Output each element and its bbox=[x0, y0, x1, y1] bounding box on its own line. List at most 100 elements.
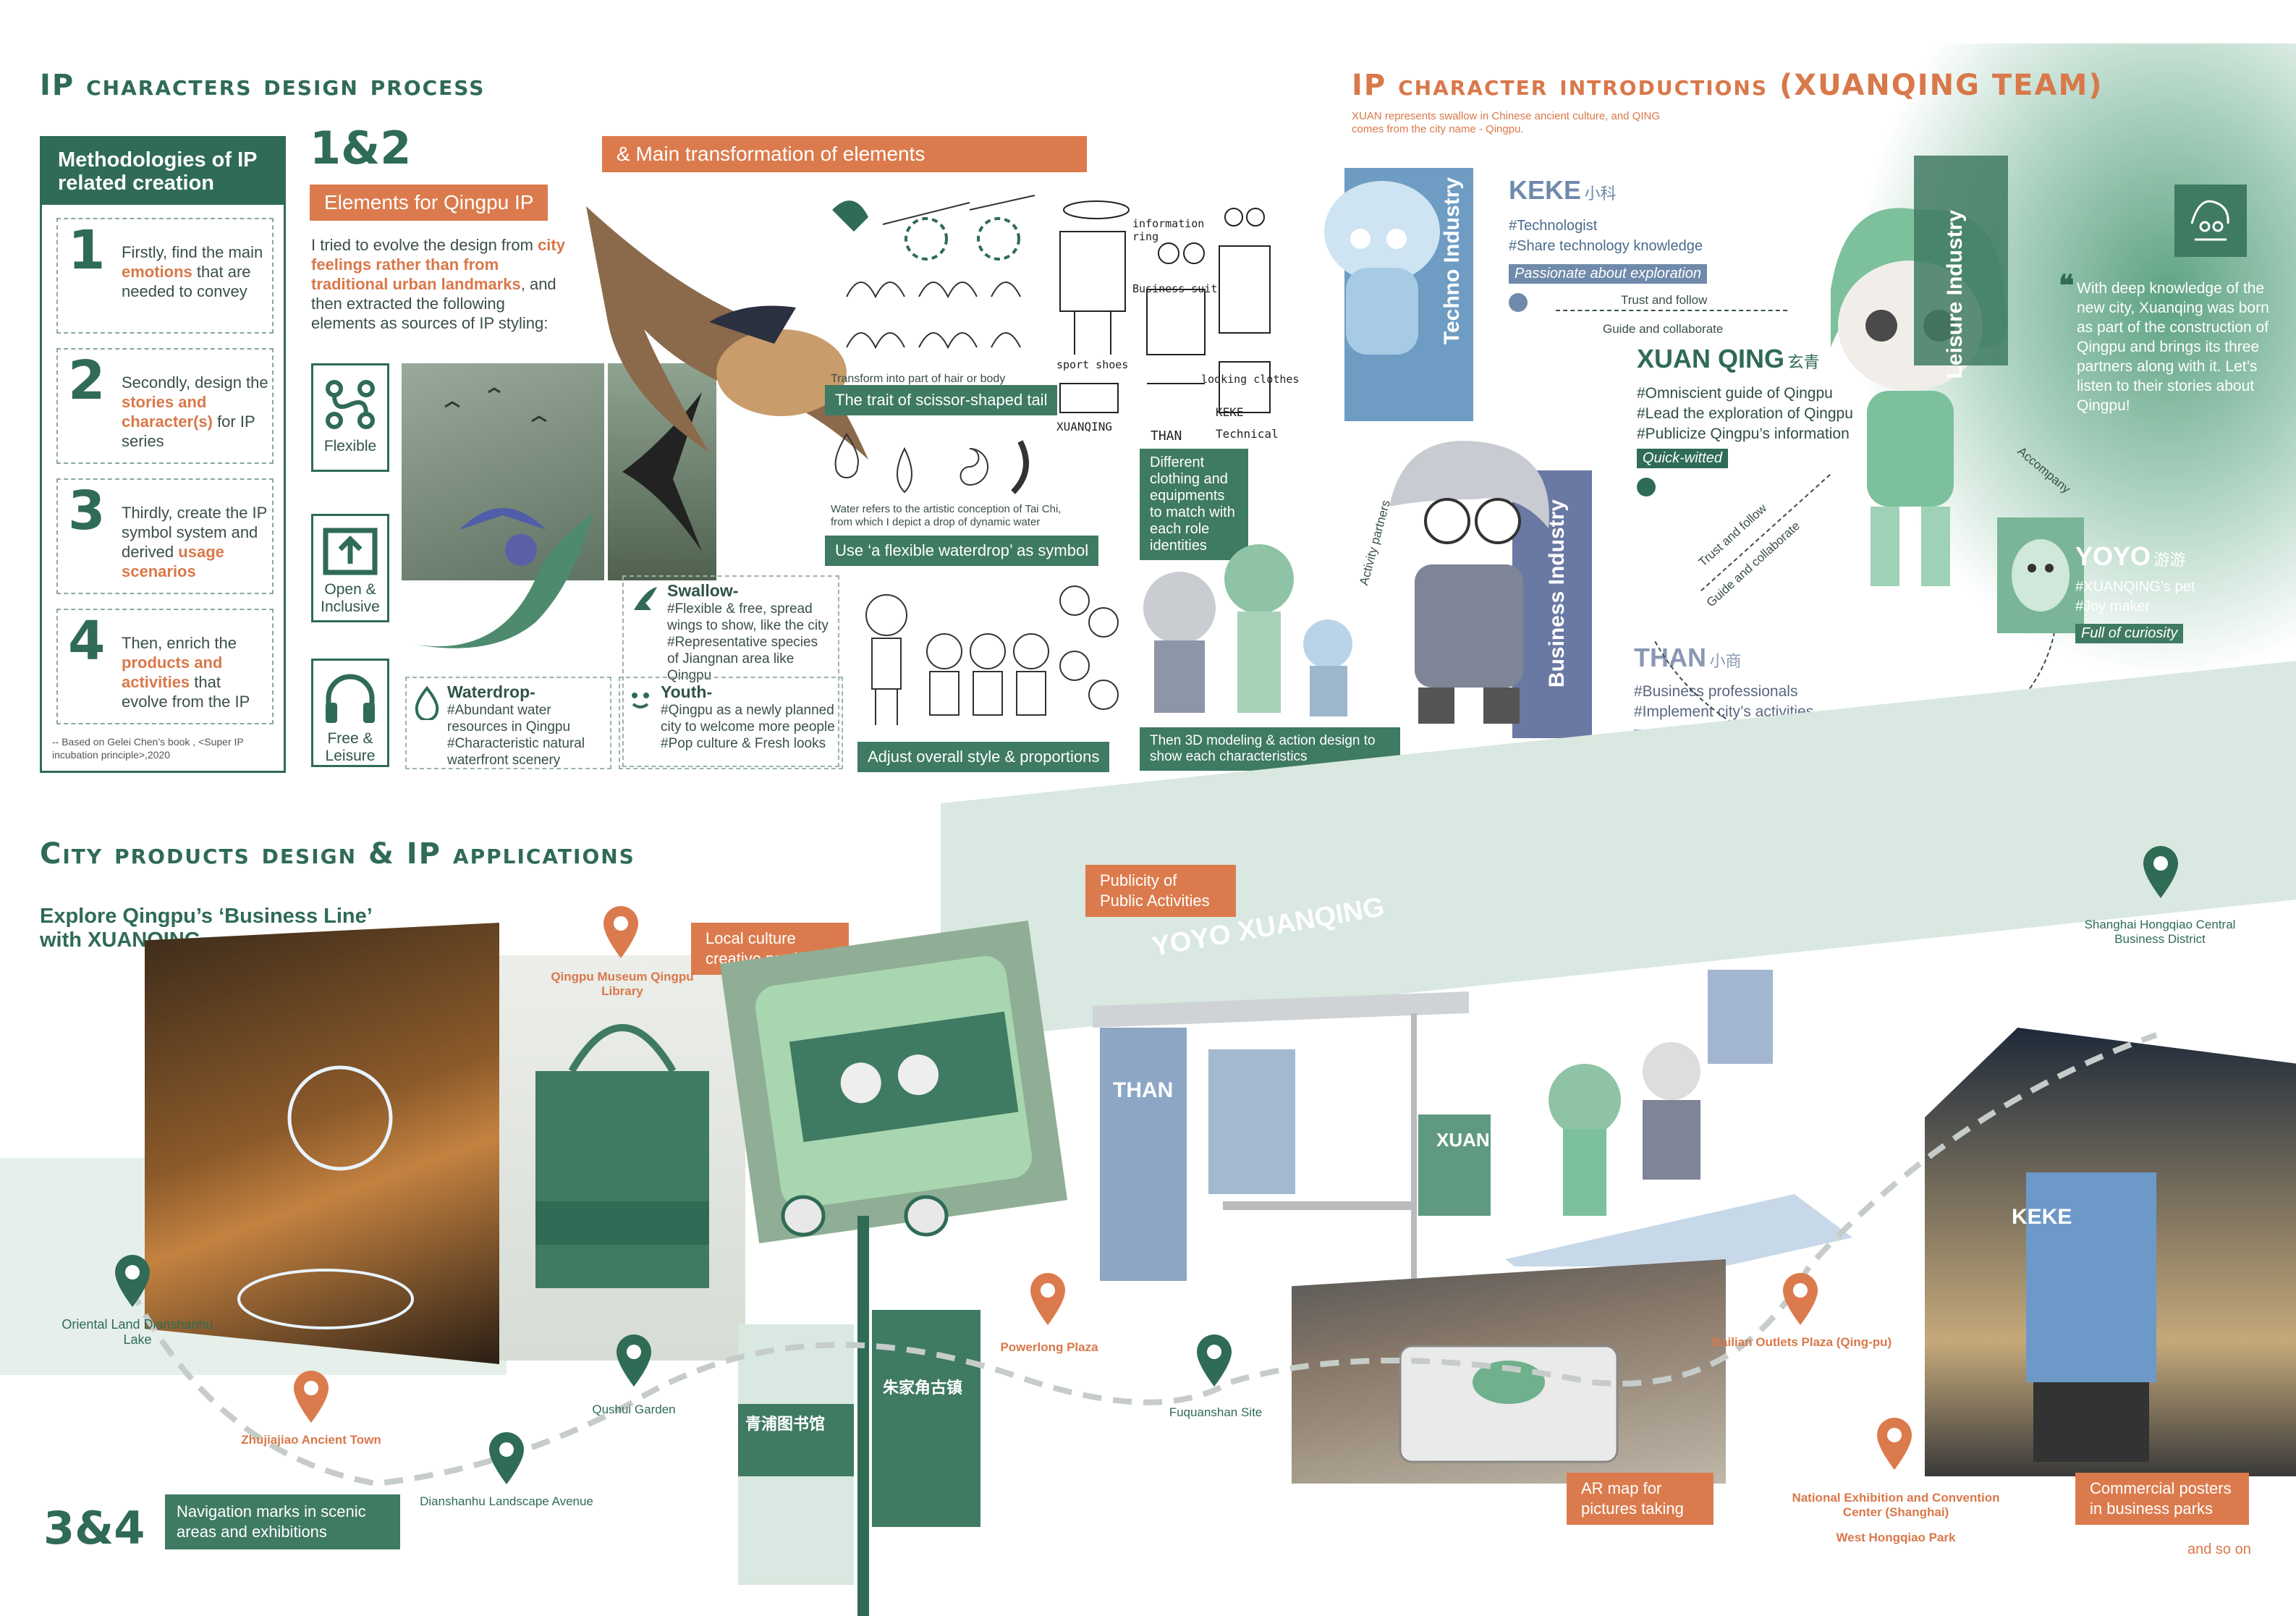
than-name-row: THAN 小商 bbox=[1634, 643, 1741, 673]
style-label: Adjust overall style & proportions bbox=[857, 742, 1110, 772]
quote-text: With deep knowledge of the new city, Xua… bbox=[2077, 280, 2269, 414]
swallow-mark-icon bbox=[634, 587, 657, 610]
location-pin-icon bbox=[1877, 1418, 1912, 1470]
open-inclusive-icon bbox=[323, 528, 378, 575]
location-pin-icon bbox=[489, 1432, 524, 1484]
sketch-drawing-icon bbox=[832, 195, 1035, 350]
label-west-hongqiao: West Hongqiao Park bbox=[1836, 1531, 1956, 1544]
tote-bag-icon bbox=[535, 1024, 709, 1288]
keke-industry: Techno Industry bbox=[1440, 177, 1464, 345]
yoyo-name-row: YOYO 游游 bbox=[2075, 541, 2186, 572]
pin-hongqiao-cbd[interactable] bbox=[2140, 843, 2181, 905]
xuanqing-name: XUAN QING bbox=[1637, 344, 1785, 373]
youth-title: Youth- bbox=[661, 682, 713, 701]
step-number: 1 bbox=[68, 219, 106, 282]
section3-title: City products design & IP applications bbox=[40, 837, 635, 871]
label-fuquanshan: Fuquanshan Site bbox=[1169, 1405, 1263, 1419]
than-cn: 小商 bbox=[1709, 652, 1742, 670]
step-text: Firstly, find the main emotions that are… bbox=[122, 243, 263, 300]
keke-name-row: KEKE 小科 bbox=[1509, 175, 1617, 206]
elements-label: Elements for Qingpu IP bbox=[310, 185, 548, 221]
packaging-photo bbox=[719, 920, 1068, 1244]
swallow-title: Swallow- bbox=[667, 581, 739, 600]
youth-desc: Youth- #Qingpu as a newly planned city t… bbox=[619, 677, 843, 769]
poster-xuan-text: XUAN bbox=[1436, 1129, 1490, 1151]
keke-tags: #Technologist #Share technology knowledg… bbox=[1509, 218, 1703, 254]
bus-shelter-icon bbox=[1093, 991, 1469, 1288]
step-number: 2 bbox=[68, 350, 106, 412]
than-figure-icon bbox=[1389, 441, 1549, 724]
waterdrop-label: Use ‘a flexible waterdrop’ as symbol bbox=[825, 536, 1099, 566]
keke-cn: 小科 bbox=[1584, 185, 1617, 203]
waterdrop-sketch-icon bbox=[834, 433, 1029, 494]
waterdrop-icon bbox=[415, 685, 439, 720]
step-2: 2 Secondly, design the stories and chara… bbox=[56, 348, 274, 464]
ar-label: AR map for pictures taking bbox=[1567, 1473, 1713, 1525]
keke-name: KEKE bbox=[1509, 175, 1582, 205]
tail-figure bbox=[405, 499, 601, 659]
yoyo-cn: 游游 bbox=[2153, 551, 2186, 569]
step-text: Thirdly, create the IP symbol system and… bbox=[122, 504, 267, 580]
business-panel bbox=[1512, 470, 1592, 738]
reference-note: -- Based on Gelei Chen’s book , <Super I… bbox=[52, 736, 244, 761]
pin-national-exhibition[interactable] bbox=[1874, 1415, 1915, 1476]
swallow-icon bbox=[444, 387, 547, 530]
headphones-icon bbox=[326, 674, 375, 723]
lamp-banner-photo bbox=[724, 1187, 999, 1616]
publicity-label: Publicity of Public Activities bbox=[1085, 865, 1236, 917]
keke-trait: Passionate about exploration bbox=[1509, 264, 1707, 284]
taichi-caption: Water refers to the artistic conception … bbox=[831, 503, 1062, 528]
pin-qushui-garden[interactable] bbox=[614, 1332, 654, 1393]
pin-bailian[interactable] bbox=[1780, 1270, 1821, 1332]
step-number: 3 bbox=[68, 480, 106, 542]
label-zhujiajiao: Zhujiajiao Ancient Town bbox=[241, 1433, 381, 1447]
flexible-label: Flexible bbox=[323, 438, 377, 454]
waterdrop-text: #Abundant water resources in Qingpu #Cha… bbox=[447, 703, 585, 768]
label-dianshanhu-avenue: Dianshanhu Landscape Avenue bbox=[420, 1494, 593, 1508]
youth-face-icon bbox=[632, 693, 649, 708]
keke-figure bbox=[1302, 174, 1454, 376]
route-path bbox=[127, 1032, 2158, 1487]
ar-map-photo bbox=[1292, 1259, 1726, 1484]
3d-figures-icon bbox=[1143, 544, 1352, 716]
step-3: 3 Thirdly, create the IP symbol system a… bbox=[56, 478, 274, 594]
nav-label: Navigation marks in scenic areas and exh… bbox=[165, 1494, 400, 1549]
location-pin-icon bbox=[115, 1255, 150, 1307]
posters-photo bbox=[1925, 1028, 2296, 1476]
yoyo-name: YOYO bbox=[2075, 541, 2151, 571]
section2-subtitle: XUAN represents swallow in Chinese ancie… bbox=[1352, 110, 1661, 135]
yoyo-tags: #XUANQING’s pet #Joy maker bbox=[2075, 579, 2195, 614]
label-1-2: 1&2 bbox=[310, 122, 412, 174]
yoyo-trait: Full of curiosity bbox=[2075, 624, 2184, 643]
flexible-icon bbox=[326, 380, 375, 429]
keke-figure-icon bbox=[1324, 181, 1440, 355]
figures-display-icon bbox=[1418, 970, 1852, 1266]
clothing-sketch-icon bbox=[1059, 200, 1271, 413]
banner-text-2: 朱家角古镇 bbox=[883, 1379, 963, 1397]
pin-qingpu-museum[interactable] bbox=[601, 903, 641, 965]
xuanqing-tags: #Omniscient guide of Qingpu #Lead the ex… bbox=[1637, 385, 1853, 442]
pin-oriental-land[interactable] bbox=[112, 1252, 153, 1313]
pin-fuquanshan[interactable] bbox=[1194, 1332, 1234, 1393]
pin-dianshanhu-avenue[interactable] bbox=[486, 1429, 527, 1491]
step-4: 4 Then, enrich the products and activiti… bbox=[56, 609, 274, 724]
pin-zhujiajiao[interactable] bbox=[291, 1368, 331, 1429]
sketch-word-3: KEKE bbox=[1216, 405, 1244, 419]
label-qingpu-museum: Qingpu Museum Qingpu Library bbox=[551, 970, 694, 998]
section2-title: IP character introductions (XUANQING TEA… bbox=[1352, 69, 2104, 102]
quote-mark: ❝ bbox=[2059, 270, 2075, 302]
open-inclusive-box: Open & Inclusive bbox=[311, 514, 389, 622]
location-pin-icon bbox=[294, 1371, 329, 1423]
waterdrop-title: Waterdrop- bbox=[447, 682, 535, 701]
waterdrop-sketches bbox=[825, 420, 1042, 507]
bus-shelter-photo bbox=[1093, 984, 1469, 1317]
location-pin-icon bbox=[1783, 1273, 1818, 1325]
style-sketches bbox=[857, 572, 1125, 742]
location-pin-icon bbox=[2143, 846, 2178, 898]
step-number: 4 bbox=[68, 610, 106, 672]
tail-icon bbox=[412, 514, 593, 648]
pin-powerlong[interactable] bbox=[1028, 1270, 1068, 1332]
poster-lightbox-icon bbox=[2026, 1172, 2156, 1462]
character-badge-icon bbox=[2190, 200, 2229, 241]
open-inclusive-label: Open & Inclusive bbox=[321, 581, 380, 615]
